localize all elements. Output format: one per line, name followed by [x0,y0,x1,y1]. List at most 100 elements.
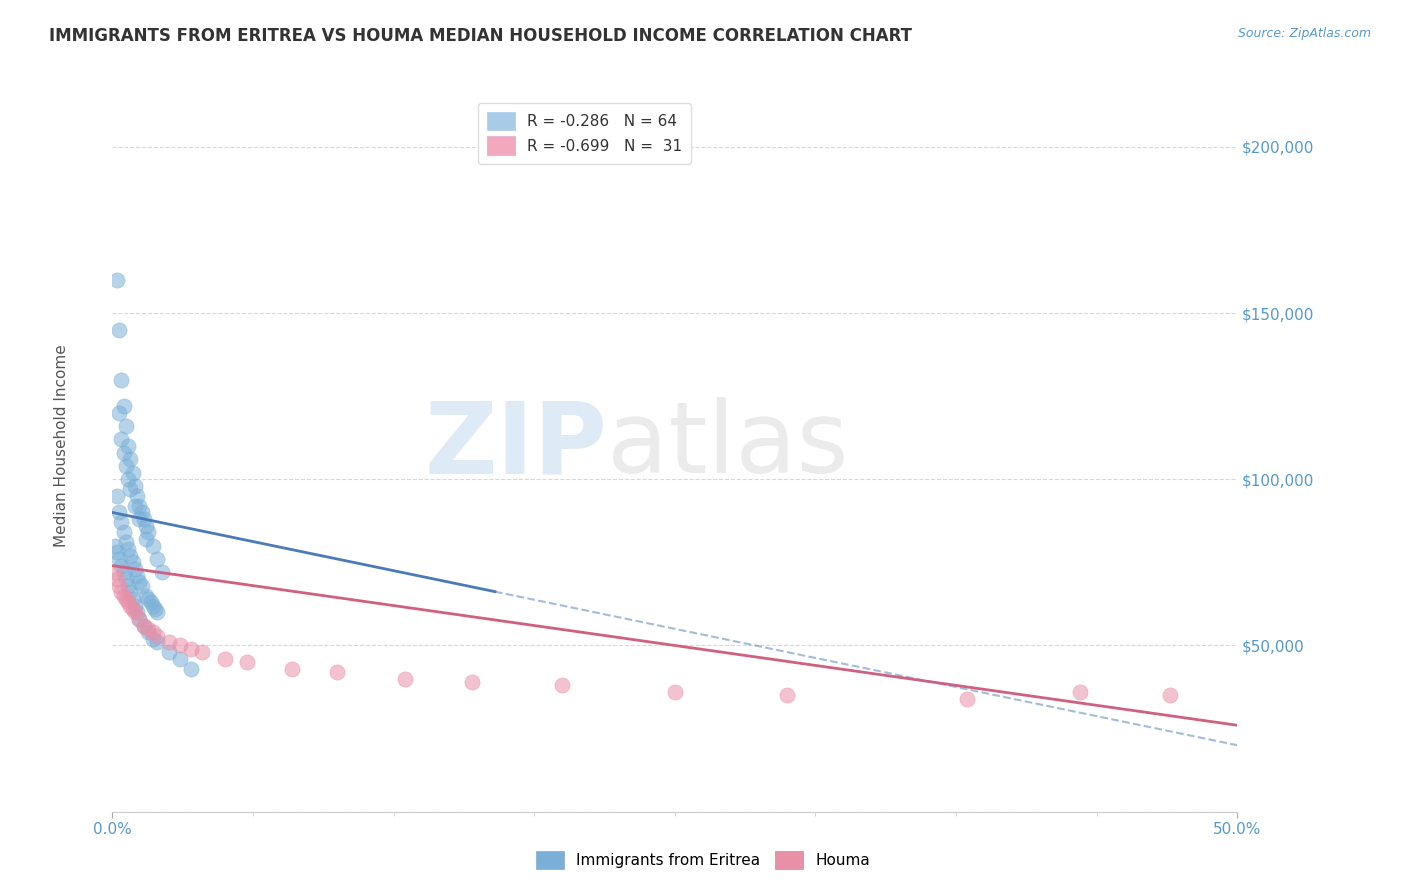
Point [112,525,135,540]
Point [776,689,799,703]
Point [120,599,142,613]
Point [146,628,169,642]
Point [124,479,146,493]
Point [124,562,146,576]
Point [110,516,132,530]
Point [138,591,160,606]
Point [124,499,146,513]
Point [551,678,574,692]
Point [128,575,150,590]
Point [112,399,135,413]
Point [117,579,139,593]
Point [132,512,155,526]
Point [128,512,150,526]
Point [150,566,173,580]
Point [281,662,304,676]
Text: IMMIGRANTS FROM ERITREA VS HOUMA MEDIAN HOUSEHOLD INCOME CORRELATION CHART: IMMIGRANTS FROM ERITREA VS HOUMA MEDIAN … [49,27,912,45]
Point [110,558,132,573]
Point [105,489,128,503]
Point [135,518,157,533]
Point [115,572,138,586]
Point [214,652,236,666]
Point [461,675,484,690]
Point [180,662,202,676]
Point [108,506,131,520]
Point [120,549,142,563]
Point [108,406,131,420]
Point [117,439,139,453]
Text: Source: ZipAtlas.com: Source: ZipAtlas.com [1237,27,1371,40]
Point [127,489,149,503]
Point [112,445,135,459]
Point [115,419,138,434]
Legend: Immigrants from Eritrea, Houma: Immigrants from Eritrea, Houma [530,845,876,875]
Point [139,595,162,609]
Point [142,632,165,646]
Point [142,625,165,640]
Point [120,452,142,467]
Point [131,506,153,520]
Point [143,602,166,616]
Point [117,472,139,486]
Point [110,372,132,386]
Point [124,599,146,613]
Point [117,542,139,557]
Point [191,645,214,659]
Point [1159,689,1181,703]
Point [135,532,157,546]
Point [104,566,127,580]
Point [115,591,138,606]
Point [121,466,143,480]
Text: Median Household Income: Median Household Income [55,344,69,548]
Point [112,589,135,603]
Point [180,641,202,656]
Point [127,568,149,582]
Point [132,618,155,632]
Point [146,635,169,649]
Point [132,618,155,632]
Point [1069,685,1091,699]
Point [105,273,128,287]
Text: atlas: atlas [607,398,849,494]
Point [138,525,160,540]
Point [169,639,191,653]
Point [110,585,132,599]
Point [135,589,157,603]
Point [131,579,153,593]
Point [236,655,259,669]
Point [105,545,128,559]
Point [956,691,979,706]
Point [664,685,686,699]
Point [112,566,135,580]
Text: ZIP: ZIP [425,398,607,494]
Point [326,665,349,679]
Point [146,605,169,619]
Point [157,635,180,649]
Point [124,605,146,619]
Point [128,612,150,626]
Point [128,612,150,626]
Point [110,433,132,447]
Point [142,599,165,613]
Point [121,555,143,569]
Point [169,652,191,666]
Point [120,482,142,496]
Point [121,591,143,606]
Point [138,622,160,636]
Point [142,539,165,553]
Point [157,645,180,659]
Point [105,572,128,586]
Point [104,539,127,553]
Point [120,585,142,599]
Legend: R = -0.286   N = 64, R = -0.699   N =  31: R = -0.286 N = 64, R = -0.699 N = 31 [478,103,692,164]
Point [121,602,143,616]
Point [108,579,131,593]
Point [108,552,131,566]
Point [115,458,138,473]
Point [128,499,150,513]
Point [146,552,169,566]
Point [117,595,139,609]
Point [127,605,149,619]
Point [394,672,416,686]
Point [108,323,131,337]
